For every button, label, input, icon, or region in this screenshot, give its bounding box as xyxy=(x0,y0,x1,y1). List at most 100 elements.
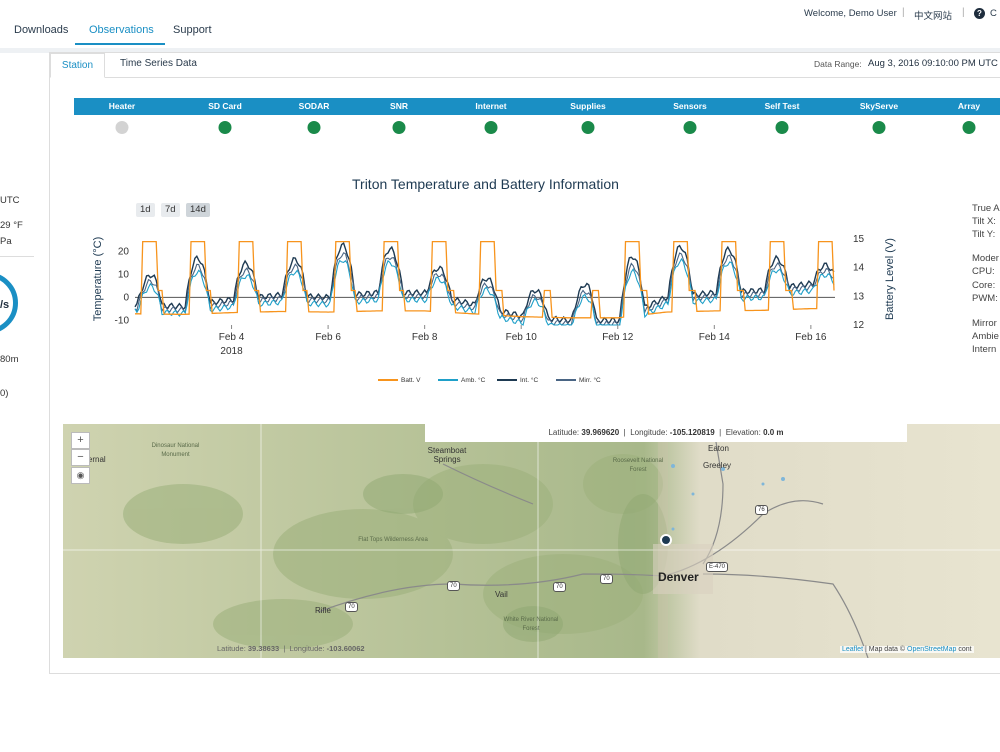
zoom-14d-button[interactable]: 14d xyxy=(186,203,210,217)
map-label-dinosaur: Dinosaur National Monument xyxy=(151,443,200,458)
attribution-text: | Map data © xyxy=(864,646,906,653)
x-tick-year: 2018 xyxy=(220,346,243,357)
map-label-steamboat: Steamboat Springs xyxy=(427,446,467,464)
map-label-denver: Denver xyxy=(658,570,699,584)
highway-76-shield: 76 xyxy=(755,505,768,515)
series-line-mirr-c xyxy=(134,252,835,326)
status-label-array: Array xyxy=(957,101,981,111)
legend-item[interactable]: Batt. V xyxy=(378,377,421,384)
data-range-label: Data Range: xyxy=(814,59,862,69)
nav-support[interactable]: Support xyxy=(173,24,212,36)
legend-item[interactable]: Int. °C xyxy=(497,377,538,384)
zoom-7d-button[interactable]: 7d xyxy=(161,203,180,217)
cursor-lon-label: Longitude: xyxy=(289,644,325,653)
osm-link[interactable]: OpenStreetMap xyxy=(907,646,957,653)
status-indicator-heater xyxy=(115,121,129,134)
legend-swatch xyxy=(378,379,398,382)
highway-70-shield: 70 xyxy=(447,581,460,591)
status-indicator-skyserve xyxy=(872,121,886,134)
info-elev-value: 0.0 m xyxy=(763,428,784,437)
right-pwm: PWM: xyxy=(972,293,998,304)
map-label-vail: Vail xyxy=(495,590,508,599)
active-tab-indicator xyxy=(75,43,165,45)
globe-icon[interactable]: ◉ xyxy=(71,467,90,484)
status-label-sodar: SODAR xyxy=(298,101,330,111)
right-true-a: True A xyxy=(972,203,1000,214)
question-circle-icon[interactable]: ? xyxy=(974,8,985,19)
y-tick-label: 20 xyxy=(118,246,130,257)
gauge-value: /s xyxy=(0,299,10,311)
tabs-divider xyxy=(50,77,1000,78)
map-zoom-in-button[interactable]: + xyxy=(71,432,90,449)
y2-tick-label: 14 xyxy=(853,263,865,274)
x-tick-label: Feb 12 xyxy=(602,332,634,343)
legend-swatch xyxy=(497,379,517,382)
y2-axis-title: Battery Level (V) xyxy=(884,238,896,320)
station-map[interactable]: Denver Steamboat Springs Vernal Dinosaur… xyxy=(63,424,1000,658)
leaflet-link[interactable]: Leaflet xyxy=(842,646,864,653)
cursor-lat-label: Latitude: xyxy=(217,644,246,653)
right-cpu: CPU: xyxy=(972,266,995,277)
map-label-eaton: Eaton xyxy=(708,444,729,453)
legend-label: Batt. V xyxy=(401,377,421,384)
highway-70-shield: 70 xyxy=(345,602,358,612)
left-temp-text: 29 °F xyxy=(0,220,23,231)
chinese-site-link[interactable]: 中文网站 xyxy=(914,11,953,22)
welcome-text: Welcome, Demo User xyxy=(804,8,897,19)
right-ambient: Ambie xyxy=(972,331,999,342)
status-label-sd-card: SD Card xyxy=(208,101,242,111)
map-zoom-out-button[interactable]: − xyxy=(71,449,90,466)
legend-item[interactable]: Amb. °C xyxy=(438,377,485,384)
top-navigation: Downloads Observations Support Welcome, … xyxy=(0,0,1000,48)
y2-tick-label: 12 xyxy=(853,320,865,331)
info-lat-value: 39.969620 xyxy=(581,428,620,437)
tab-time-series[interactable]: Time Series Data xyxy=(120,58,197,69)
status-label-snr: SNR xyxy=(390,101,408,111)
status-label-heater: Heater xyxy=(108,101,136,111)
legend-item[interactable]: Mirr. °C xyxy=(556,377,601,384)
nav-downloads[interactable]: Downloads xyxy=(14,24,69,36)
info-elev-label: Elevation: xyxy=(725,428,761,437)
map-station-info: Latitude: 39.969620 | Longitude: -105.12… xyxy=(425,424,907,442)
left-height-text: 80m xyxy=(0,354,19,365)
status-indicator-internet xyxy=(484,121,498,134)
station-marker-icon[interactable] xyxy=(660,534,672,546)
map-label-flattops: Flat Tops Wilderness Area xyxy=(358,537,428,543)
chart-title: Triton Temperature and Battery Informati… xyxy=(352,176,619,192)
status-label-supplies: Supplies xyxy=(570,101,606,111)
header-divider xyxy=(0,48,1000,53)
right-tilt-x: Tilt X: xyxy=(972,216,996,227)
x-tick-label: Feb 8 xyxy=(412,332,438,343)
legend-swatch xyxy=(556,379,576,382)
status-bar xyxy=(74,98,1000,115)
zoom-1d-button[interactable]: 1d xyxy=(136,203,155,217)
x-tick-label: Feb 6 xyxy=(315,332,341,343)
highway-e470-shield: E-470 xyxy=(706,562,729,572)
series-line-int-c xyxy=(134,241,835,325)
data-range-value: Aug 3, 2016 09:10:00 PM UTC xyxy=(868,58,998,69)
temperature-battery-chart: -10 0 10 20 12 13 14 15 Feb 4 Feb 6 Feb 8 Feb 10 Feb… xyxy=(92,234,896,357)
cursor-lat-value: 39.38633 xyxy=(247,644,280,653)
status-indicator-self-test xyxy=(775,121,789,134)
legend-swatch xyxy=(438,379,458,382)
map-label-roosevelt: Roosevelt National Forest xyxy=(612,458,664,473)
separator: | xyxy=(902,7,905,18)
series-line-amb-c xyxy=(134,257,835,326)
y-tick-label: 0 xyxy=(123,292,129,303)
left-divider xyxy=(0,256,34,257)
attribution-tail: cont xyxy=(958,646,972,653)
y-axis-title: Temperature (°C) xyxy=(92,237,104,321)
status-label-internet: Internet xyxy=(475,101,507,111)
status-indicator-array xyxy=(962,121,976,134)
nav-observations[interactable]: Observations xyxy=(89,24,154,36)
help-link-fragment[interactable]: C xyxy=(990,8,997,19)
map-attribution: Leaflet | Map data © OpenStreetMap cont xyxy=(840,646,974,653)
status-indicator-sodar xyxy=(307,121,321,134)
right-internal: Intern xyxy=(972,344,997,355)
x-tick-label: Feb 16 xyxy=(795,332,827,343)
separator: | xyxy=(962,7,965,18)
status-label-self-test: Self Test xyxy=(764,101,800,111)
right-tilt-y: Tilt Y: xyxy=(972,229,996,240)
x-tick-label: Feb 10 xyxy=(506,332,538,343)
tab-station[interactable]: Station xyxy=(50,53,105,78)
